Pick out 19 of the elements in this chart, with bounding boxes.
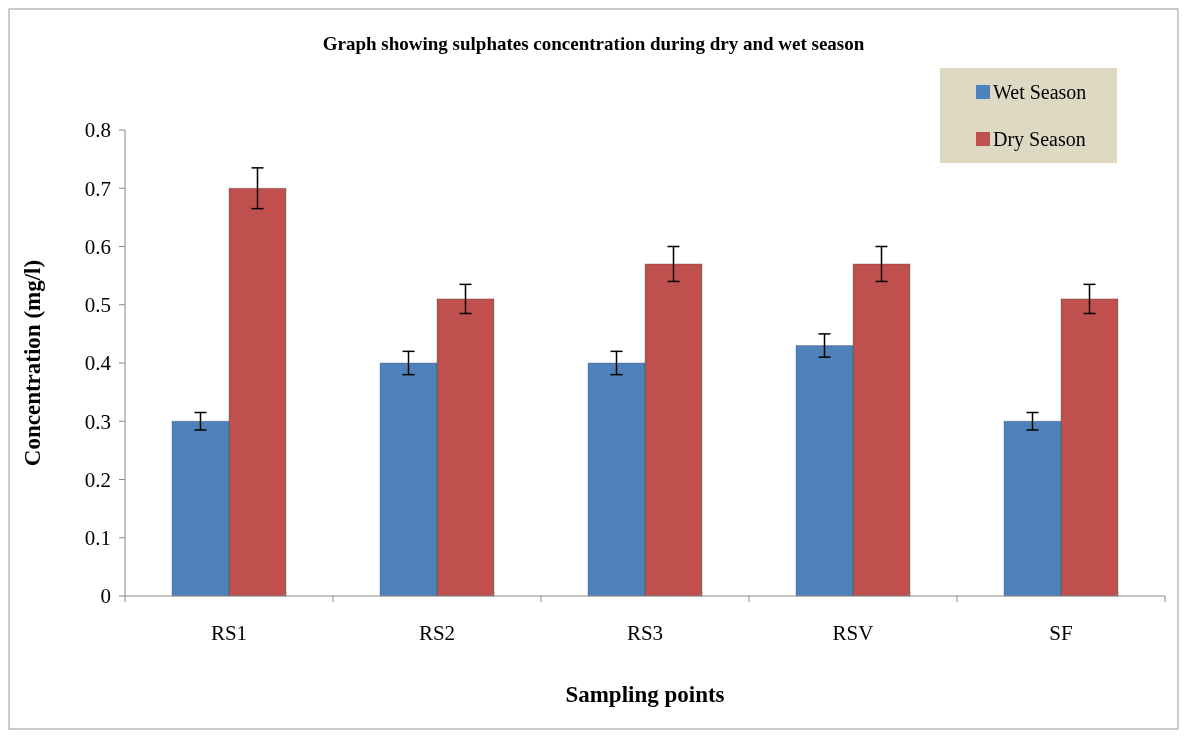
y-tick-label: 0 (100, 584, 111, 609)
x-tick-label: RS1 (210, 621, 248, 645)
y-tick-label: 0.5 (84, 293, 111, 318)
x-tick-label: SF (1049, 621, 1073, 645)
y-tick-label: 0.8 (84, 118, 111, 143)
legend-label: Wet Season (993, 81, 1087, 103)
y-tick-label: 0.7 (84, 176, 111, 201)
x-tick-label: RS3 (626, 621, 664, 645)
y-tick-label: 0.6 (84, 234, 111, 259)
y-tick-label: 0.3 (84, 409, 111, 434)
y-tick-label: 0.2 (84, 467, 111, 492)
x-tick-label: RSV (832, 621, 874, 645)
legend-label: Dry Season (993, 128, 1086, 151)
y-tick-label: 0.4 (84, 351, 112, 376)
x-tick-label: RS2 (418, 621, 456, 645)
x-axis-title: Sampling points (565, 682, 725, 707)
y-axis-title: Concentration (mg/l) (20, 259, 45, 467)
chart-title: Graph showing sulphates concentration during dry and wet season (322, 33, 865, 54)
y-tick-label: 0.1 (84, 526, 111, 551)
